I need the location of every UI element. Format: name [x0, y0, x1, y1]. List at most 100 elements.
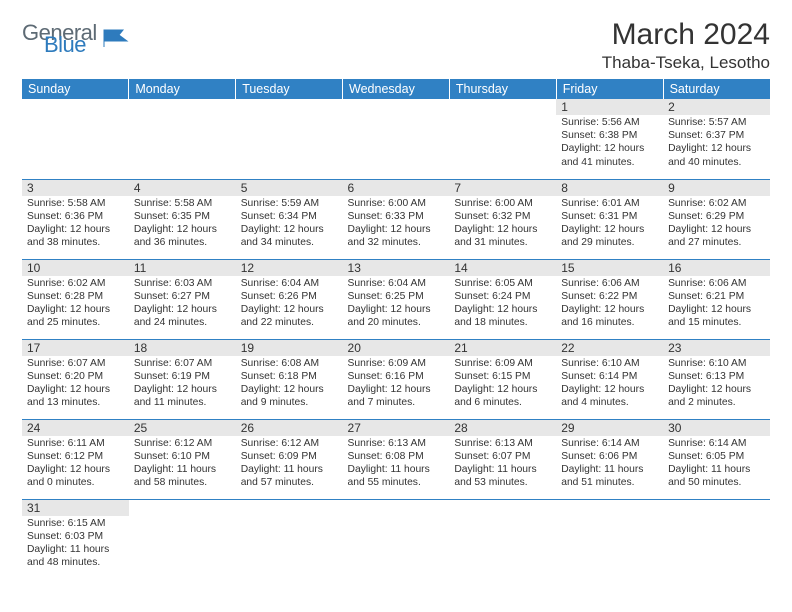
- day-number: 2: [663, 99, 770, 115]
- day-detail-line: and 6 minutes.: [454, 396, 551, 409]
- day-details: Sunrise: 6:13 AMSunset: 6:08 PMDaylight:…: [343, 436, 450, 492]
- day-detail-line: and 51 minutes.: [561, 476, 658, 489]
- day-number: 18: [129, 340, 236, 356]
- day-detail-line: and 48 minutes.: [27, 556, 124, 569]
- month-title: March 2024: [602, 18, 770, 52]
- day-detail-line: and 16 minutes.: [561, 316, 658, 329]
- day-detail-line: Sunset: 6:12 PM: [27, 450, 124, 463]
- day-number: 16: [663, 260, 770, 276]
- day-detail-line: Sunrise: 6:10 AM: [668, 357, 765, 370]
- day-details: Sunrise: 6:10 AMSunset: 6:14 PMDaylight:…: [556, 356, 663, 412]
- weekday-header: Monday: [129, 79, 236, 99]
- day-detail-line: Sunset: 6:07 PM: [454, 450, 551, 463]
- day-number: 28: [449, 420, 556, 436]
- day-number: 8: [556, 180, 663, 196]
- calendar-cell: 25Sunrise: 6:12 AMSunset: 6:10 PMDayligh…: [129, 419, 236, 499]
- day-detail-line: and 41 minutes.: [561, 156, 658, 169]
- day-number: 21: [449, 340, 556, 356]
- calendar-cell: 11Sunrise: 6:03 AMSunset: 6:27 PMDayligh…: [129, 259, 236, 339]
- day-details: Sunrise: 5:57 AMSunset: 6:37 PMDaylight:…: [663, 115, 770, 171]
- calendar-cell: 27Sunrise: 6:13 AMSunset: 6:08 PMDayligh…: [343, 419, 450, 499]
- day-detail-line: Sunset: 6:14 PM: [561, 370, 658, 383]
- day-detail-line: and 11 minutes.: [134, 396, 231, 409]
- day-details: Sunrise: 6:06 AMSunset: 6:21 PMDaylight:…: [663, 276, 770, 332]
- day-detail-line: and 31 minutes.: [454, 236, 551, 249]
- calendar-cell: 17Sunrise: 6:07 AMSunset: 6:20 PMDayligh…: [22, 339, 129, 419]
- day-detail-line: Sunset: 6:22 PM: [561, 290, 658, 303]
- day-detail-line: Daylight: 12 hours: [561, 383, 658, 396]
- day-details: Sunrise: 6:05 AMSunset: 6:24 PMDaylight:…: [449, 276, 556, 332]
- day-detail-line: Daylight: 12 hours: [348, 383, 445, 396]
- day-detail-line: Daylight: 12 hours: [241, 223, 338, 236]
- day-number: 12: [236, 260, 343, 276]
- day-detail-line: Sunrise: 5:58 AM: [27, 197, 124, 210]
- day-detail-line: Sunset: 6:08 PM: [348, 450, 445, 463]
- calendar-cell: 18Sunrise: 6:07 AMSunset: 6:19 PMDayligh…: [129, 339, 236, 419]
- day-detail-line: Daylight: 12 hours: [241, 383, 338, 396]
- day-detail-line: and 0 minutes.: [27, 476, 124, 489]
- calendar-cell: 20Sunrise: 6:09 AMSunset: 6:16 PMDayligh…: [343, 339, 450, 419]
- calendar-cell: 29Sunrise: 6:14 AMSunset: 6:06 PMDayligh…: [556, 419, 663, 499]
- day-number: 29: [556, 420, 663, 436]
- day-detail-line: Daylight: 11 hours: [561, 463, 658, 476]
- title-block: March 2024 Thaba-Tseka, Lesotho: [602, 18, 770, 73]
- day-detail-line: and 58 minutes.: [134, 476, 231, 489]
- brand-logo: General Blue: [22, 24, 129, 53]
- day-detail-line: and 4 minutes.: [561, 396, 658, 409]
- calendar-cell: [129, 499, 236, 579]
- day-detail-line: Sunrise: 6:11 AM: [27, 437, 124, 450]
- calendar-cell: [22, 99, 129, 179]
- calendar-cell: [556, 499, 663, 579]
- calendar-cell: 10Sunrise: 6:02 AMSunset: 6:28 PMDayligh…: [22, 259, 129, 339]
- day-detail-line: Daylight: 12 hours: [454, 383, 551, 396]
- day-detail-line: Sunset: 6:31 PM: [561, 210, 658, 223]
- weekday-header: Tuesday: [236, 79, 343, 99]
- day-details: Sunrise: 6:13 AMSunset: 6:07 PMDaylight:…: [449, 436, 556, 492]
- day-detail-line: Daylight: 12 hours: [27, 463, 124, 476]
- day-detail-line: Daylight: 11 hours: [668, 463, 765, 476]
- day-details: Sunrise: 6:00 AMSunset: 6:33 PMDaylight:…: [343, 196, 450, 252]
- calendar-cell: [343, 499, 450, 579]
- weekday-header: Thursday: [449, 79, 556, 99]
- calendar-cell: 31Sunrise: 6:15 AMSunset: 6:03 PMDayligh…: [22, 499, 129, 579]
- day-detail-line: Sunrise: 6:05 AM: [454, 277, 551, 290]
- day-detail-line: Daylight: 12 hours: [241, 303, 338, 316]
- calendar-cell: 2Sunrise: 5:57 AMSunset: 6:37 PMDaylight…: [663, 99, 770, 179]
- calendar-body: 1Sunrise: 5:56 AMSunset: 6:38 PMDaylight…: [22, 99, 770, 579]
- day-detail-line: Sunset: 6:29 PM: [668, 210, 765, 223]
- day-detail-line: Sunrise: 6:10 AM: [561, 357, 658, 370]
- day-detail-line: Daylight: 12 hours: [454, 303, 551, 316]
- day-detail-line: Sunset: 6:15 PM: [454, 370, 551, 383]
- day-detail-line: Sunrise: 6:09 AM: [348, 357, 445, 370]
- calendar-cell: 24Sunrise: 6:11 AMSunset: 6:12 PMDayligh…: [22, 419, 129, 499]
- calendar-cell: 8Sunrise: 6:01 AMSunset: 6:31 PMDaylight…: [556, 179, 663, 259]
- day-number: 3: [22, 180, 129, 196]
- day-detail-line: Sunrise: 6:13 AM: [454, 437, 551, 450]
- day-detail-line: Sunrise: 5:57 AM: [668, 116, 765, 129]
- day-detail-line: and 24 minutes.: [134, 316, 231, 329]
- day-detail-line: and 20 minutes.: [348, 316, 445, 329]
- day-number: 24: [22, 420, 129, 436]
- day-detail-line: Sunset: 6:38 PM: [561, 129, 658, 142]
- day-number: 20: [343, 340, 450, 356]
- day-number: 25: [129, 420, 236, 436]
- day-number: 19: [236, 340, 343, 356]
- calendar-cell: 16Sunrise: 6:06 AMSunset: 6:21 PMDayligh…: [663, 259, 770, 339]
- day-detail-line: Daylight: 12 hours: [27, 223, 124, 236]
- weekday-header: Saturday: [663, 79, 770, 99]
- day-detail-line: Sunset: 6:16 PM: [348, 370, 445, 383]
- day-detail-line: Sunrise: 6:15 AM: [27, 517, 124, 530]
- day-detail-line: Sunrise: 6:12 AM: [241, 437, 338, 450]
- calendar-cell: 14Sunrise: 6:05 AMSunset: 6:24 PMDayligh…: [449, 259, 556, 339]
- day-detail-line: Sunset: 6:05 PM: [668, 450, 765, 463]
- day-detail-line: Sunrise: 6:02 AM: [668, 197, 765, 210]
- calendar-cell: 1Sunrise: 5:56 AMSunset: 6:38 PMDaylight…: [556, 99, 663, 179]
- day-detail-line: Daylight: 12 hours: [668, 142, 765, 155]
- page-header: General Blue March 2024 Thaba-Tseka, Les…: [22, 18, 770, 73]
- day-detail-line: Sunrise: 5:56 AM: [561, 116, 658, 129]
- calendar-table: SundayMondayTuesdayWednesdayThursdayFrid…: [22, 79, 770, 579]
- day-details: Sunrise: 6:00 AMSunset: 6:32 PMDaylight:…: [449, 196, 556, 252]
- day-detail-line: Sunset: 6:35 PM: [134, 210, 231, 223]
- day-detail-line: Sunrise: 6:12 AM: [134, 437, 231, 450]
- day-number: 10: [22, 260, 129, 276]
